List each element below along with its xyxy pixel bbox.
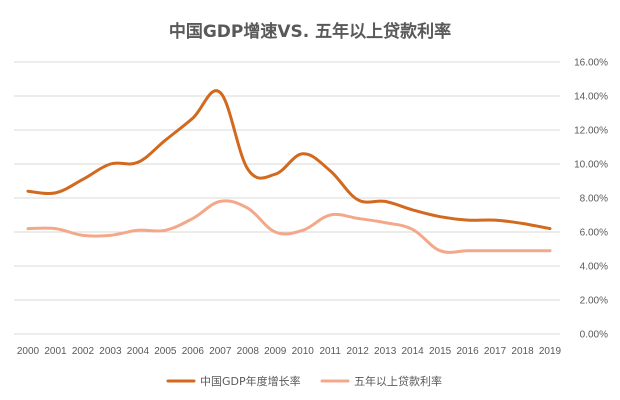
x-tick-label: 2013 (374, 346, 397, 357)
x-axis-ticks: 2000 2001 2002 2003 2004 2005 2006 2007 2008 2009… (17, 346, 562, 357)
x-tick-label: 2002 (72, 346, 95, 357)
x-tick-label: 2015 (429, 346, 452, 357)
series-line-1 (26, 89, 552, 231)
x-tick-label: 2001 (44, 346, 67, 357)
y-tick-label: 10.00% (574, 160, 608, 171)
grid-layer (14, 61, 560, 335)
x-tick-label: 2012 (347, 346, 370, 357)
legend-label: 中国GDP年度增长率 (200, 374, 301, 388)
y-tick-label: 14.00% (574, 92, 608, 103)
chart-title: 中国GDP增速VS. 五年以上贷款利率 (169, 21, 451, 42)
x-tick-label: 2011 (319, 346, 341, 357)
x-tick-label: 2008 (237, 346, 260, 357)
y-tick-label: 0.00% (580, 330, 608, 341)
legend-label: 五年以上贷款利率 (354, 374, 442, 388)
x-tick-label: 2003 (99, 346, 122, 357)
series-layer (26, 89, 552, 254)
x-tick-label: 2009 (264, 346, 287, 357)
x-tick-label: 2016 (456, 346, 479, 357)
x-tick-label: 2018 (511, 346, 534, 357)
y-tick-label: 16.00% (574, 58, 608, 69)
x-tick-label: 2017 (484, 346, 507, 357)
y-tick-label: 2.00% (580, 296, 608, 307)
legend: 中国GDP年度增长率 五年以上贷款利率 (166, 374, 442, 388)
x-tick-label: 2006 (182, 346, 205, 357)
series-line-2 (26, 199, 552, 254)
y-axis-ticks: 0.00% 2.00% 4.00% 6.00% 8.00% 10.00% 12.00% 14.… (574, 58, 608, 341)
y-tick-label: 12.00% (574, 126, 608, 137)
y-tick-label: 4.00% (580, 262, 608, 273)
y-tick-label: 6.00% (580, 228, 608, 239)
x-tick-label: 2007 (209, 346, 232, 357)
y-tick-label: 8.00% (580, 194, 608, 205)
x-tick-label: 2000 (17, 346, 40, 357)
x-tick-label: 2014 (402, 346, 425, 357)
x-tick-label: 2019 (539, 346, 562, 357)
x-tick-label: 2004 (127, 346, 150, 357)
x-tick-label: 2005 (154, 346, 177, 357)
x-tick-label: 2010 (292, 346, 315, 357)
